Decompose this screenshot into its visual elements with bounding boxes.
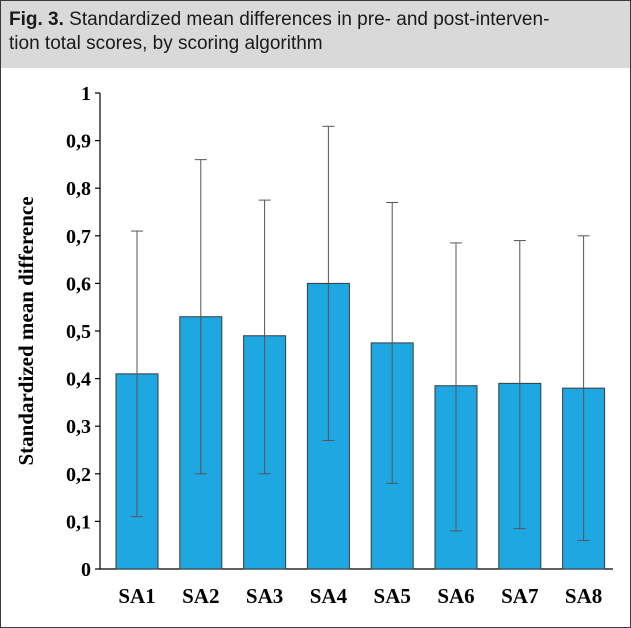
- caption-band: Fig. 3. Standardized mean differences in…: [1, 1, 630, 68]
- y-tick-label: 0,7: [66, 226, 91, 248]
- y-tick-label: 0,6: [66, 273, 91, 295]
- y-tick-label: 1: [81, 83, 91, 105]
- bar-chart: 0 0,1 0,2 0,3 0,4 0,5 0,6 0,7 0,8 0,9 1 Standardize…: [14, 83, 613, 608]
- x-category-label: SA8: [565, 584, 602, 608]
- x-category-label: SA6: [437, 584, 474, 608]
- y-axis-title: Standardized mean difference: [14, 196, 38, 465]
- x-category-label: SA4: [310, 584, 348, 608]
- caption-text: Standardized mean differences in pre- an…: [63, 9, 550, 30]
- y-tick-label: 0,3: [66, 416, 91, 438]
- y-tick-label: 0: [81, 559, 91, 581]
- y-tick-label: 0,2: [66, 464, 91, 486]
- x-category-label: SA2: [182, 584, 219, 608]
- y-tick-label: 0,5: [66, 321, 91, 343]
- x-category-label: SA3: [246, 584, 283, 608]
- y-tick-label: 0,1: [66, 511, 91, 533]
- x-category-label: SA1: [118, 584, 155, 608]
- y-tick-label: 0,9: [66, 131, 91, 153]
- y-tick-label: 0,8: [66, 178, 91, 200]
- figure-label: Fig. 3.: [9, 9, 64, 30]
- figure-caption: Fig. 3. Standardized mean differences in…: [9, 8, 621, 56]
- y-tick-label: 0,4: [66, 369, 91, 391]
- x-category-label: SA5: [374, 584, 411, 608]
- caption-text-line2: tion total scores, by scoring algorithm: [9, 33, 323, 54]
- x-category-label: SA7: [501, 584, 538, 608]
